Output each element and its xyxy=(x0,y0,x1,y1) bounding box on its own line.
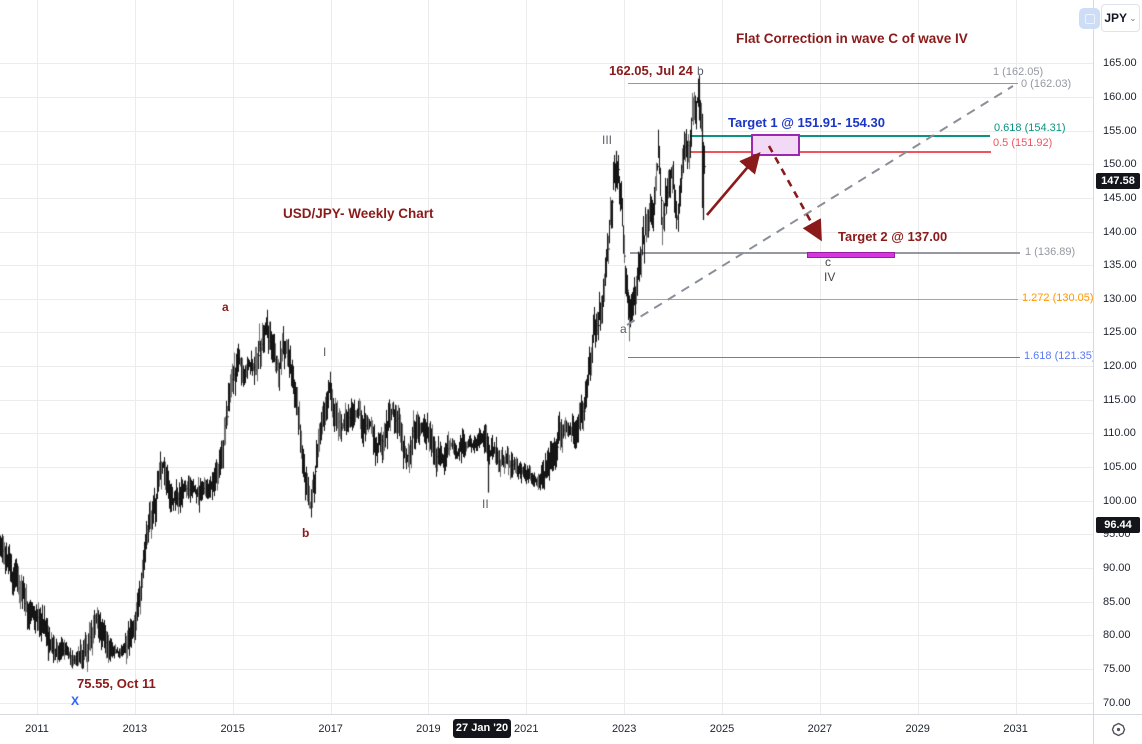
price-badge: 96.44 xyxy=(1096,516,1140,533)
price-tick-label: 130.00 xyxy=(1103,292,1137,305)
gear-icon xyxy=(1111,722,1125,737)
restore-chart-button[interactable] xyxy=(1079,8,1100,29)
price-tick-label: 145.00 xyxy=(1103,191,1137,204)
chevron-down-icon: ⌄ xyxy=(1129,12,1137,23)
time-tick-label: 2011 xyxy=(25,723,49,735)
title-annotation[interactable]: Flat Correction in wave C of wave IV xyxy=(736,31,968,46)
price-tick-label: 105.00 xyxy=(1103,461,1137,473)
target1-zone-box[interactable] xyxy=(751,134,800,156)
symbol-currency-button[interactable]: JPY ⌄ xyxy=(1101,4,1140,32)
price-axis[interactable]: 165.00 160.00 155.00 150.00 145.00 140.00 135.… xyxy=(1093,0,1142,714)
projection-arrow-down[interactable] xyxy=(767,145,822,242)
peak-price-annotation[interactable]: 162.05, Jul 24 xyxy=(609,63,693,78)
target2-annotation[interactable]: Target 2 @ 137.00 xyxy=(838,229,948,244)
price-tick-label: 75.00 xyxy=(1103,662,1131,675)
wave-label[interactable]: a xyxy=(620,322,627,336)
price-tick-label: 100.00 xyxy=(1103,494,1137,507)
price-tick-label: 140.00 xyxy=(1103,225,1137,238)
time-tick-label: 2027 xyxy=(807,723,833,735)
time-tick-label: 2019 xyxy=(416,723,441,735)
time-tick-label: 2023 xyxy=(611,723,637,735)
price-badge: 147.58 xyxy=(1096,172,1140,189)
price-bars-canvas[interactable] xyxy=(0,0,1093,714)
time-tick-label: 2031 xyxy=(1003,723,1028,735)
date-badge: 27 Jan '20 xyxy=(453,719,511,738)
overlay-lines xyxy=(626,85,1014,326)
wave-label[interactable]: c xyxy=(825,255,831,269)
wave-label[interactable]: III xyxy=(602,133,613,147)
wave-label[interactable]: II xyxy=(482,497,489,511)
time-tick-label: 2013 xyxy=(122,723,148,735)
time-tick-label: 2015 xyxy=(220,723,245,735)
dashed-trendline[interactable] xyxy=(626,85,1014,326)
price-tick-label: 155.00 xyxy=(1103,124,1137,137)
price-tick-label: 160.00 xyxy=(1103,90,1137,103)
wave-label[interactable]: b xyxy=(302,526,310,540)
chart-plot-area[interactable]: 1 (162.05)0 (162.03)0.618 (154.31)0.5 (1… xyxy=(0,0,1093,714)
price-tick-label: 110.00 xyxy=(1103,427,1136,440)
wave-label[interactable]: IV xyxy=(824,270,836,284)
target2-level-bar[interactable] xyxy=(807,252,895,258)
time-tick-label: 2025 xyxy=(709,723,735,735)
projection-arrow-up[interactable] xyxy=(706,152,761,216)
price-tick-label: 125.00 xyxy=(1103,326,1137,339)
price-tick-label: 90.00 xyxy=(1103,562,1131,574)
chart-name-annotation[interactable]: USD/JPY- Weekly Chart xyxy=(283,206,434,221)
axis-settings-corner[interactable] xyxy=(1093,714,1142,744)
target1-annotation[interactable]: Target 1 @ 151.91- 154.30 xyxy=(728,115,885,130)
wave-label[interactable]: a xyxy=(222,300,229,314)
price-tick-label: 115.00 xyxy=(1103,393,1136,406)
price-tick-label: 165.00 xyxy=(1103,57,1137,70)
price-tick-label: 150.00 xyxy=(1103,158,1137,171)
maximize-icon xyxy=(1084,13,1095,24)
time-axis[interactable]: 2011 2013 2015 2017 2019 2021 2023 2025 2027 2029… xyxy=(0,714,1093,744)
time-tick-label: 2021 xyxy=(514,723,539,735)
time-tick-label: 2017 xyxy=(318,723,343,735)
price-tick-label: 80.00 xyxy=(1103,629,1131,642)
price-tick-label: 70.00 xyxy=(1103,696,1131,709)
time-tick-label: 2029 xyxy=(905,723,930,735)
wave-label[interactable]: X xyxy=(71,694,80,708)
symbol-currency-label: JPY xyxy=(1104,11,1128,25)
wave-label[interactable]: I xyxy=(323,345,327,359)
price-tick-label: 120.00 xyxy=(1103,360,1137,373)
wave-label[interactable]: b xyxy=(697,64,704,78)
price-tick-label: 135.00 xyxy=(1103,259,1137,272)
low-price-annotation[interactable]: 75.55, Oct 11 xyxy=(77,676,156,691)
price-tick-label: 85.00 xyxy=(1103,595,1131,608)
